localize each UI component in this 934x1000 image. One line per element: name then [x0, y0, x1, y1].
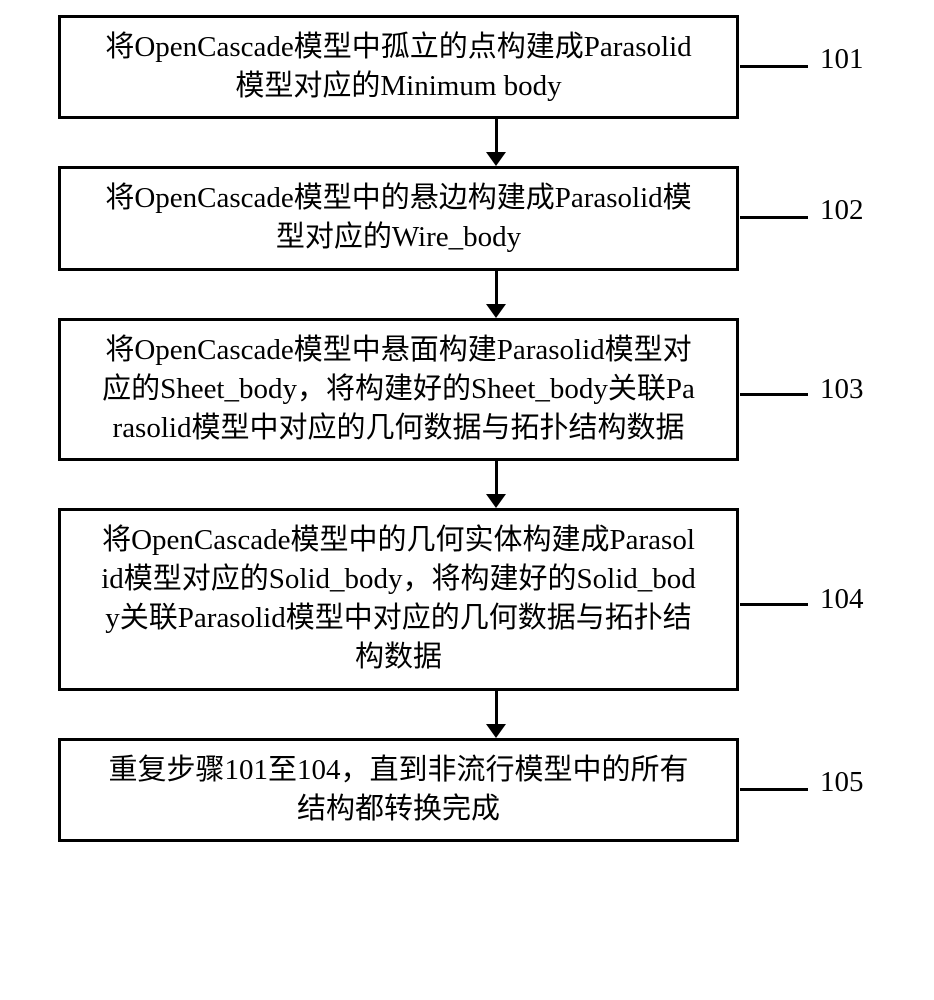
arrow-head-icon [486, 152, 506, 166]
step-box-104: 将OpenCascade模型中的几何实体构建成Parasol id模型对应的So… [58, 508, 739, 691]
label-connector [740, 393, 808, 396]
arrow-head-icon [486, 304, 506, 318]
step-number-102: 102 [820, 194, 864, 227]
step-row-104: 将OpenCascade模型中的几何实体构建成Parasol id模型对应的So… [0, 508, 934, 691]
step-box-105: 重复步骤101至104，直到非流行模型中的所有 结构都转换完成 [58, 738, 739, 842]
label-connector [740, 216, 808, 219]
step-box-102: 将OpenCascade模型中的悬边构建成Parasolid模 型对应的Wire… [58, 166, 739, 270]
step-number-101: 101 [820, 43, 864, 76]
step-row-105: 重复步骤101至104，直到非流行模型中的所有 结构都转换完成 105 [0, 738, 934, 842]
step-box-103: 将OpenCascade模型中悬面构建Parasolid模型对 应的Sheet_… [58, 318, 739, 461]
step-text: 结构都转换完成 [75, 790, 722, 829]
step-text: 应的Sheet_body，将构建好的Sheet_body关联Pa [75, 370, 722, 409]
arrow-line [495, 271, 498, 304]
arrow-head-icon [486, 724, 506, 738]
step-row-103: 将OpenCascade模型中悬面构建Parasolid模型对 应的Sheet_… [0, 318, 934, 461]
step-text: 将OpenCascade模型中孤立的点构建成Parasolid [75, 28, 722, 67]
flowchart-container: 将OpenCascade模型中孤立的点构建成Parasolid 模型对应的Min… [0, 15, 934, 842]
step-text: 将OpenCascade模型中的几何实体构建成Parasol [75, 521, 722, 560]
step-text: 重复步骤101至104，直到非流行模型中的所有 [75, 751, 722, 790]
arrow-connector [156, 691, 837, 738]
step-text: rasolid模型中对应的几何数据与拓扑结构数据 [75, 409, 722, 448]
arrow-line [495, 461, 498, 494]
step-text: 模型对应的Minimum body [75, 67, 722, 106]
arrow-connector [156, 461, 837, 508]
label-connector [740, 603, 808, 606]
step-row-101: 将OpenCascade模型中孤立的点构建成Parasolid 模型对应的Min… [0, 15, 934, 119]
arrow-line [495, 691, 498, 724]
arrow-head-icon [486, 494, 506, 508]
arrow-connector [156, 119, 837, 166]
step-row-102: 将OpenCascade模型中的悬边构建成Parasolid模 型对应的Wire… [0, 166, 934, 270]
step-number-105: 105 [820, 766, 864, 799]
step-text: id模型对应的Solid_body，将构建好的Solid_bod [75, 560, 722, 599]
step-number-104: 104 [820, 583, 864, 616]
step-text: y关联Parasolid模型中对应的几何数据与拓扑结 [75, 599, 722, 638]
step-text: 将OpenCascade模型中的悬边构建成Parasolid模 [75, 179, 722, 218]
arrow-connector [156, 271, 837, 318]
step-text: 构数据 [75, 638, 722, 677]
step-text: 型对应的Wire_body [75, 218, 722, 257]
label-connector [740, 65, 808, 68]
step-text: 将OpenCascade模型中悬面构建Parasolid模型对 [75, 331, 722, 370]
step-box-101: 将OpenCascade模型中孤立的点构建成Parasolid 模型对应的Min… [58, 15, 739, 119]
label-connector [740, 788, 808, 791]
step-number-103: 103 [820, 373, 864, 406]
arrow-line [495, 119, 498, 152]
